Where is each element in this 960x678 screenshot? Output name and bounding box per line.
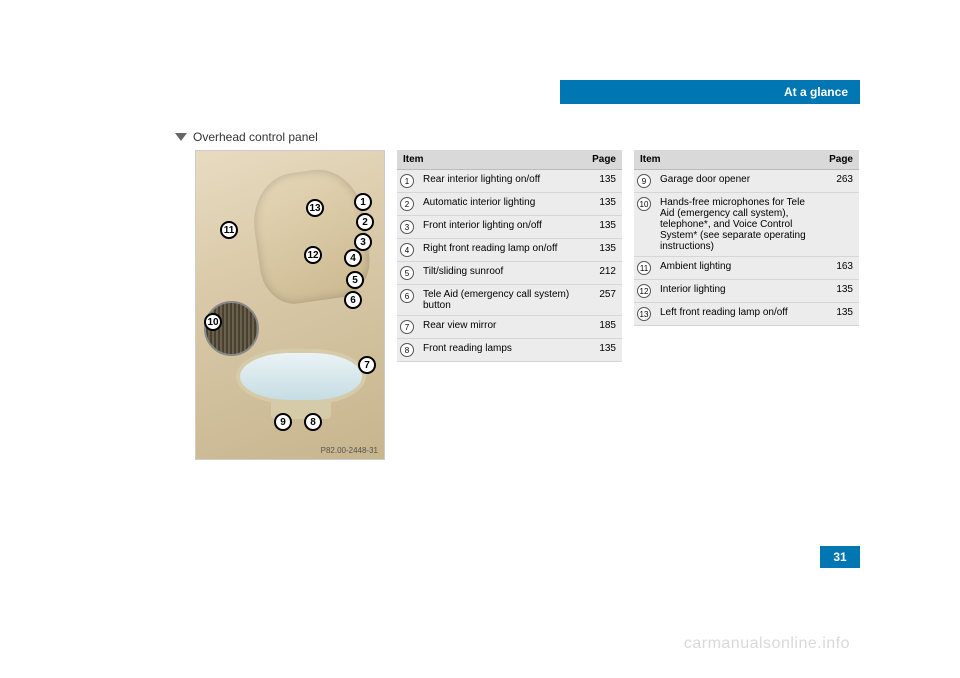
row-label: Left front reading lamp on/off <box>654 303 819 326</box>
watermark: carmanualsonline.info <box>684 635 850 653</box>
page-number-tab: 31 <box>820 546 860 568</box>
section-subtitle-row: Overhead control panel <box>175 130 860 144</box>
row-page: 163 <box>819 257 859 280</box>
row-page: 135 <box>819 280 859 303</box>
row-number: 5 <box>397 262 417 285</box>
table-row: 7Rear view mirror185 <box>397 316 622 339</box>
row-label: Automatic interior lighting <box>417 193 582 216</box>
row-number: 13 <box>634 303 654 326</box>
circled-number-icon: 12 <box>637 284 651 298</box>
callout-5: 5 <box>346 271 364 289</box>
table-row: 10Hands-free microphones for Tele Aid (e… <box>634 193 859 257</box>
header-bar: At a glance <box>560 80 860 104</box>
row-label: Garage door opener <box>654 170 819 193</box>
row-number: 3 <box>397 216 417 239</box>
photo-id: P82.00-2448-31 <box>321 446 378 455</box>
row-page: 212 <box>582 262 622 285</box>
col-header-item: Item <box>397 150 582 170</box>
callout-10: 10 <box>204 313 222 331</box>
circled-number-icon: 9 <box>637 174 651 188</box>
row-label: Rear interior lighting on/off <box>417 170 582 193</box>
callout-7: 7 <box>358 356 376 374</box>
circled-number-icon: 13 <box>637 307 651 321</box>
col-header-page: Page <box>819 150 859 170</box>
circled-number-icon: 10 <box>637 197 651 211</box>
callout-11: 11 <box>220 221 238 239</box>
row-page: 135 <box>819 303 859 326</box>
row-label: Rear view mirror <box>417 316 582 339</box>
row-page <box>819 193 859 257</box>
circled-number-icon: 1 <box>400 174 414 188</box>
table-row: 13Left front reading lamp on/off135 <box>634 303 859 326</box>
triangle-icon <box>175 133 187 141</box>
table-row: 9Garage door opener263 <box>634 170 859 193</box>
row-label: Right front reading lamp on/off <box>417 239 582 262</box>
callout-6: 6 <box>344 291 362 309</box>
row-number: 6 <box>397 285 417 316</box>
row-page: 263 <box>819 170 859 193</box>
row-page: 135 <box>582 216 622 239</box>
items-table-right: Item Page 9Garage door opener26310Hands-… <box>634 150 859 326</box>
row-number: 10 <box>634 193 654 257</box>
row-label: Hands-free microphones for Tele Aid (eme… <box>654 193 819 257</box>
row-page: 135 <box>582 193 622 216</box>
circled-number-icon: 7 <box>400 320 414 334</box>
row-number: 2 <box>397 193 417 216</box>
page-number: 31 <box>833 550 846 564</box>
callout-3: 3 <box>354 233 372 251</box>
row-label: Tele Aid (emergency call system) button <box>417 285 582 316</box>
callout-1: 1 <box>354 193 372 211</box>
table-row: 12Interior lighting135 <box>634 280 859 303</box>
circled-number-icon: 11 <box>637 261 651 275</box>
circled-number-icon: 2 <box>400 197 414 211</box>
circled-number-icon: 6 <box>400 289 414 303</box>
row-number: 7 <box>397 316 417 339</box>
row-label: Interior lighting <box>654 280 819 303</box>
items-table-left: Item Page 1Rear interior lighting on/off… <box>397 150 622 362</box>
table-row: 3Front interior lighting on/off135 <box>397 216 622 239</box>
row-page: 135 <box>582 170 622 193</box>
row-page: 257 <box>582 285 622 316</box>
row-number: 1 <box>397 170 417 193</box>
table-row: 1Rear interior lighting on/off135 <box>397 170 622 193</box>
circled-number-icon: 3 <box>400 220 414 234</box>
callout-13: 13 <box>306 199 324 217</box>
table-row: 8Front reading lamps135 <box>397 339 622 362</box>
callout-4: 4 <box>344 249 362 267</box>
row-label: Front interior lighting on/off <box>417 216 582 239</box>
row-page: 135 <box>582 239 622 262</box>
row-page: 185 <box>582 316 622 339</box>
circled-number-icon: 8 <box>400 343 414 357</box>
row-page: 135 <box>582 339 622 362</box>
table-row: 6Tele Aid (emergency call system) button… <box>397 285 622 316</box>
circled-number-icon: 5 <box>400 266 414 280</box>
header-title: At a glance <box>784 85 848 99</box>
row-number: 11 <box>634 257 654 280</box>
row-number: 4 <box>397 239 417 262</box>
callout-12: 12 <box>304 246 322 264</box>
rear-view-mirror <box>236 349 366 404</box>
row-label: Ambient lighting <box>654 257 819 280</box>
row-number: 8 <box>397 339 417 362</box>
callout-9: 9 <box>274 413 292 431</box>
row-label: Front reading lamps <box>417 339 582 362</box>
row-label: Tilt/sliding sunroof <box>417 262 582 285</box>
callout-8: 8 <box>304 413 322 431</box>
overhead-illustration: 12345678910111213 P82.00-2448-31 <box>195 150 385 460</box>
callout-2: 2 <box>356 213 374 231</box>
table-row: 11Ambient lighting163 <box>634 257 859 280</box>
section-subtitle: Overhead control panel <box>193 130 318 144</box>
table-row: 2Automatic interior lighting135 <box>397 193 622 216</box>
row-number: 12 <box>634 280 654 303</box>
col-header-item: Item <box>634 150 819 170</box>
table-row: 5Tilt/sliding sunroof212 <box>397 262 622 285</box>
circled-number-icon: 4 <box>400 243 414 257</box>
row-number: 9 <box>634 170 654 193</box>
table-row: 4Right front reading lamp on/off135 <box>397 239 622 262</box>
content-row: 12345678910111213 P82.00-2448-31 Item Pa… <box>195 150 860 460</box>
col-header-page: Page <box>582 150 622 170</box>
